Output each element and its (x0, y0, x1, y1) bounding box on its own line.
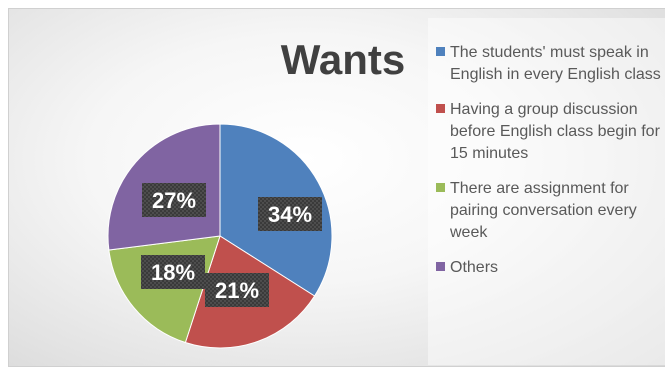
legend-item-others: Others (436, 257, 662, 279)
chart-title: Wants (280, 36, 406, 83)
legend-label: Others (450, 259, 499, 276)
legend-label: The students' must speak in English in e… (450, 44, 661, 83)
legend-swatch-blue (436, 47, 445, 56)
legend-item-speak-english: The students' must speak in English in e… (436, 42, 662, 86)
chart-area (8, 8, 665, 367)
legend-item-group-discussion: Having a group discussion before English… (436, 99, 662, 165)
data-label-box-speak-english (258, 197, 322, 231)
legend-item-pairing-conversation: There are assignment for pairing convers… (436, 178, 662, 244)
data-label-box-group-discussion (205, 273, 269, 307)
legend-swatch-green (436, 183, 445, 192)
data-label-box-others (142, 183, 206, 217)
data-label-speak-english: 34% (268, 202, 312, 227)
legend-label: Having a group discussion before English… (450, 101, 660, 162)
legend-swatch-purple (436, 262, 445, 271)
legend-background (428, 18, 665, 365)
legend-label: There are assignment for pairing convers… (450, 180, 637, 241)
data-label-others: 27% (152, 188, 196, 213)
legend: The students' must speak in English in e… (436, 42, 662, 292)
data-label-group-discussion: 21% (215, 278, 259, 303)
data-label-box-pairing-conversation (141, 255, 205, 289)
data-label-pairing-conversation: 18% (151, 260, 195, 285)
legend-swatch-red (436, 104, 445, 113)
